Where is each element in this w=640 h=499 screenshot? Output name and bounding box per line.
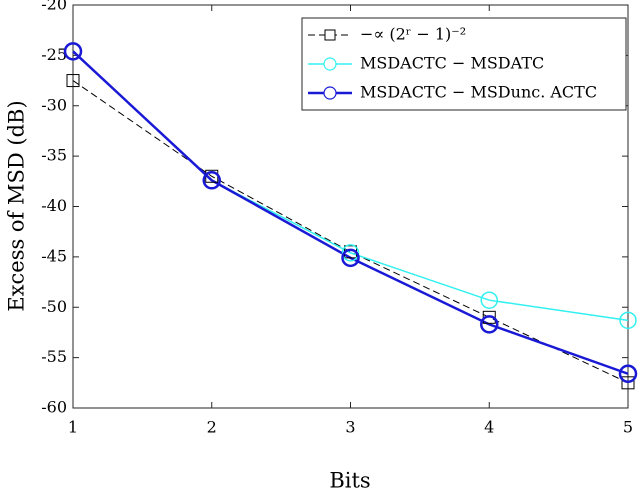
data-point [202, 171, 221, 190]
x-tick-label: 5 [623, 418, 633, 437]
legend-marker [323, 57, 337, 71]
y-tick-label: -40 [41, 196, 67, 215]
data-point [480, 315, 499, 334]
legend-marker [324, 29, 336, 41]
x-tick-label: 2 [207, 418, 217, 437]
y-axis-label: Excess of MSD (dB) [5, 100, 29, 311]
data-point [618, 364, 638, 383]
y-tick-label: -30 [41, 95, 67, 114]
x-axis-label: Bits [329, 469, 370, 493]
x-tick-label: 1 [68, 418, 78, 437]
y-tick-label: -50 [41, 297, 67, 316]
data-point [619, 311, 637, 330]
series-line [72, 80, 629, 384]
data-point [480, 291, 498, 309]
data-point [621, 376, 635, 390]
y-tick-label: -45 [41, 246, 67, 265]
data-point [482, 310, 496, 324]
data-point [66, 74, 80, 88]
y-tick-label: -20 [41, 0, 67, 14]
legend-label: −∝ (2ʳ − 1)⁻² [360, 25, 466, 44]
data-point [341, 248, 360, 268]
y-tick-label: -25 [41, 45, 67, 64]
y-tick-label: -55 [41, 347, 67, 366]
legend-label: MSDACTC − MSDunc. ACTC [360, 83, 597, 102]
y-tick-label: -35 [41, 146, 67, 165]
legend-label: MSDACTC − MSDATC [360, 54, 544, 73]
legend-marker [323, 86, 337, 100]
x-tick-label: 4 [484, 418, 494, 437]
legend-box [301, 17, 627, 111]
x-tick-label: 3 [345, 418, 355, 437]
data-point [341, 244, 360, 262]
legend: −∝ (2ʳ − 1)⁻² MSDACTC − MSDATC MSDACTC − M… [301, 17, 627, 111]
y-tick-label: -60 [41, 398, 67, 417]
data-point [63, 42, 83, 61]
